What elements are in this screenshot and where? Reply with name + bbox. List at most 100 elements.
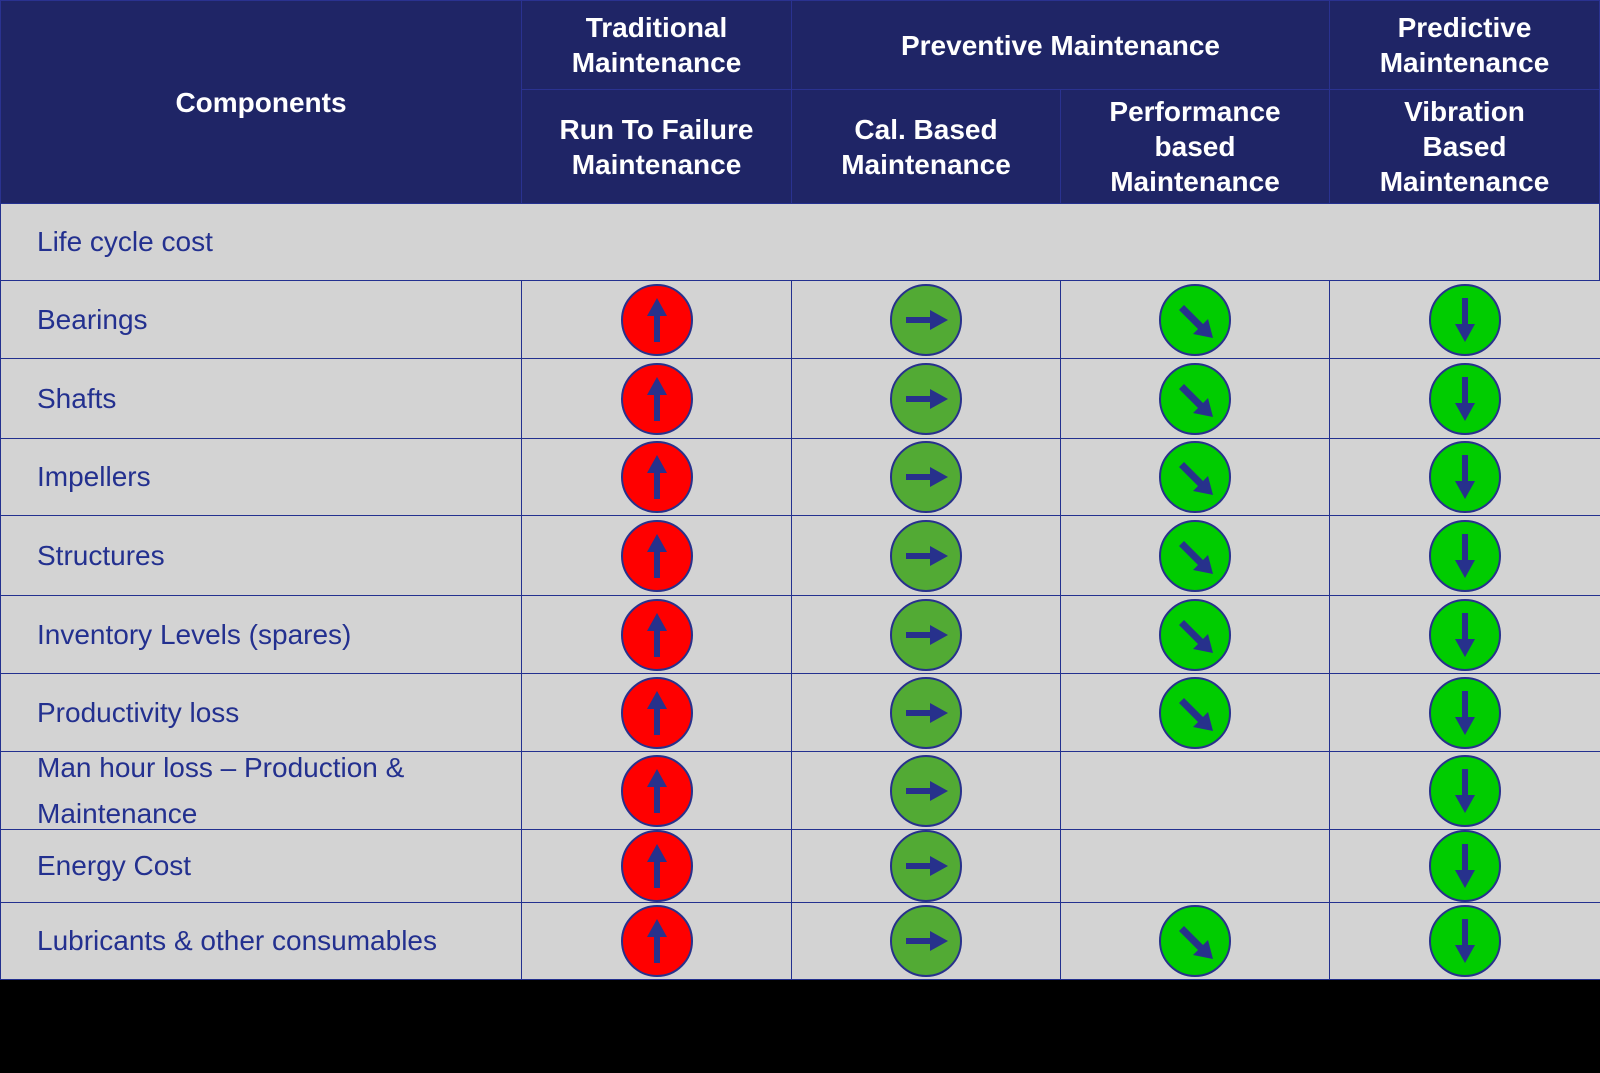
arrow-down-right-icon: [1159, 362, 1231, 435]
trend-cell: [521, 515, 792, 596]
header-group-label: Traditional Maintenance: [571, 12, 742, 78]
row-label-cell: Man hour loss – Production & Maintenance: [0, 751, 522, 830]
row-label: Bearings: [37, 303, 148, 335]
arrow-down-right-icon: [1159, 519, 1231, 592]
arrow-up-icon: [620, 905, 693, 977]
arrow-down-icon: [1429, 519, 1501, 592]
arrow-right-icon: [890, 754, 962, 827]
row-label-cell: Productivity loss: [0, 673, 522, 752]
arrow-right-icon: [890, 676, 962, 749]
row-label: Impellers: [37, 461, 151, 492]
row-label: Inventory Levels (spares): [37, 618, 352, 650]
trend-cell: [1060, 673, 1330, 752]
arrow-right-icon: [890, 362, 962, 435]
arrow-right-icon: [890, 283, 962, 356]
header-group-predictive: Predictive Maintenance: [1329, 0, 1600, 90]
trend-cell: [521, 902, 792, 980]
arrow-right-icon: [890, 905, 962, 977]
trend-cell: [1060, 902, 1330, 980]
arrow-right-icon: [890, 441, 962, 513]
trend-cell: [1329, 358, 1600, 439]
trend-cell: [521, 438, 792, 516]
header-subcolumn-label: Performance based Maintenance: [1109, 96, 1281, 197]
trend-cell: [791, 358, 1061, 439]
arrow-up-icon: [620, 830, 693, 902]
header-subcolumn-label: Cal. Based Maintenance: [841, 113, 1011, 180]
row-label: Productivity loss: [37, 696, 240, 728]
arrow-up-icon: [620, 676, 693, 749]
trend-cell: [791, 280, 1061, 359]
arrow-down-icon: [1429, 598, 1501, 671]
row-label: Man hour loss – Production & Maintenance: [37, 751, 405, 829]
header-run-to-failure: Run To Failure Maintenance: [521, 89, 792, 204]
trend-cell: [1329, 438, 1600, 516]
row-label-cell: Impellers: [0, 438, 522, 516]
header-cal-based: Cal. Based Maintenance: [791, 89, 1061, 204]
arrow-right-icon: [890, 519, 962, 592]
trend-cell: [791, 751, 1061, 830]
row-label-cell: Inventory Levels (spares): [0, 595, 522, 674]
section-label: Life cycle cost: [37, 226, 213, 257]
arrow-down-icon: [1429, 283, 1501, 356]
arrow-up-icon: [620, 283, 693, 356]
trend-cell: [521, 595, 792, 674]
trend-cell: [1060, 829, 1330, 903]
arrow-down-icon: [1429, 676, 1501, 749]
trend-cell: [1329, 280, 1600, 359]
trend-cell: [791, 673, 1061, 752]
row-label: Lubricants & other consumables: [37, 925, 437, 956]
arrow-up-icon: [620, 362, 693, 435]
row-label-cell: Bearings: [0, 280, 522, 359]
trend-cell: [1060, 280, 1330, 359]
trend-cell: [521, 358, 792, 439]
trend-cell: [1329, 751, 1600, 830]
header-subcolumn-label: Run To Failure Maintenance: [559, 113, 754, 180]
trend-cell: [791, 829, 1061, 903]
header-subcolumn-label: Vibration Based Maintenance: [1379, 96, 1550, 197]
arrow-up-icon: [620, 441, 693, 513]
arrow-up-icon: [620, 519, 693, 592]
header-components-label: Components: [175, 86, 347, 118]
header-group-label: Preventive Maintenance: [900, 29, 1221, 61]
maintenance-comparison-table: Components Traditional Maintenance Preve…: [0, 0, 1600, 980]
trend-cell: [521, 751, 792, 830]
row-label-cell: Lubricants & other consumables: [0, 902, 522, 980]
header-group-traditional: Traditional Maintenance: [521, 0, 792, 90]
row-label-cell: Shafts: [0, 358, 522, 439]
row-label: Structures: [37, 539, 165, 571]
header-vibration-based: Vibration Based Maintenance: [1329, 89, 1600, 204]
header-components: Components: [0, 0, 522, 204]
trend-cell: [1329, 515, 1600, 596]
trend-cell: [1060, 515, 1330, 596]
arrow-right-icon: [890, 830, 962, 902]
arrow-up-icon: [620, 754, 693, 827]
trend-cell: [521, 673, 792, 752]
trend-cell: [1060, 595, 1330, 674]
header-group-preventive: Preventive Maintenance: [791, 0, 1330, 90]
row-label-cell: Structures: [0, 515, 522, 596]
arrow-down-right-icon: [1159, 676, 1231, 749]
header-group-label: Predictive Maintenance: [1379, 12, 1550, 78]
trend-cell: [1060, 438, 1330, 516]
arrow-down-right-icon: [1159, 598, 1231, 671]
row-label: Energy Cost: [37, 850, 192, 881]
arrow-down-icon: [1429, 441, 1501, 513]
trend-cell: [791, 902, 1061, 980]
trend-cell: [1329, 595, 1600, 674]
row-label: Shafts: [37, 382, 117, 414]
arrow-down-right-icon: [1159, 441, 1231, 513]
arrow-down-right-icon: [1159, 905, 1231, 977]
trend-cell: [791, 595, 1061, 674]
arrow-down-icon: [1429, 905, 1501, 977]
trend-cell: [1329, 673, 1600, 752]
arrow-down-icon: [1429, 830, 1501, 902]
trend-cell: [1329, 902, 1600, 980]
header-performance-based: Performance based Maintenance: [1060, 89, 1330, 204]
arrow-down-icon: [1429, 754, 1501, 827]
trend-cell: [791, 515, 1061, 596]
trend-cell: [1329, 829, 1600, 903]
trend-cell: [1060, 751, 1330, 830]
row-label-cell: Energy Cost: [0, 829, 522, 903]
section-row-life-cycle-cost: Life cycle cost: [0, 203, 1600, 281]
trend-cell: [791, 438, 1061, 516]
